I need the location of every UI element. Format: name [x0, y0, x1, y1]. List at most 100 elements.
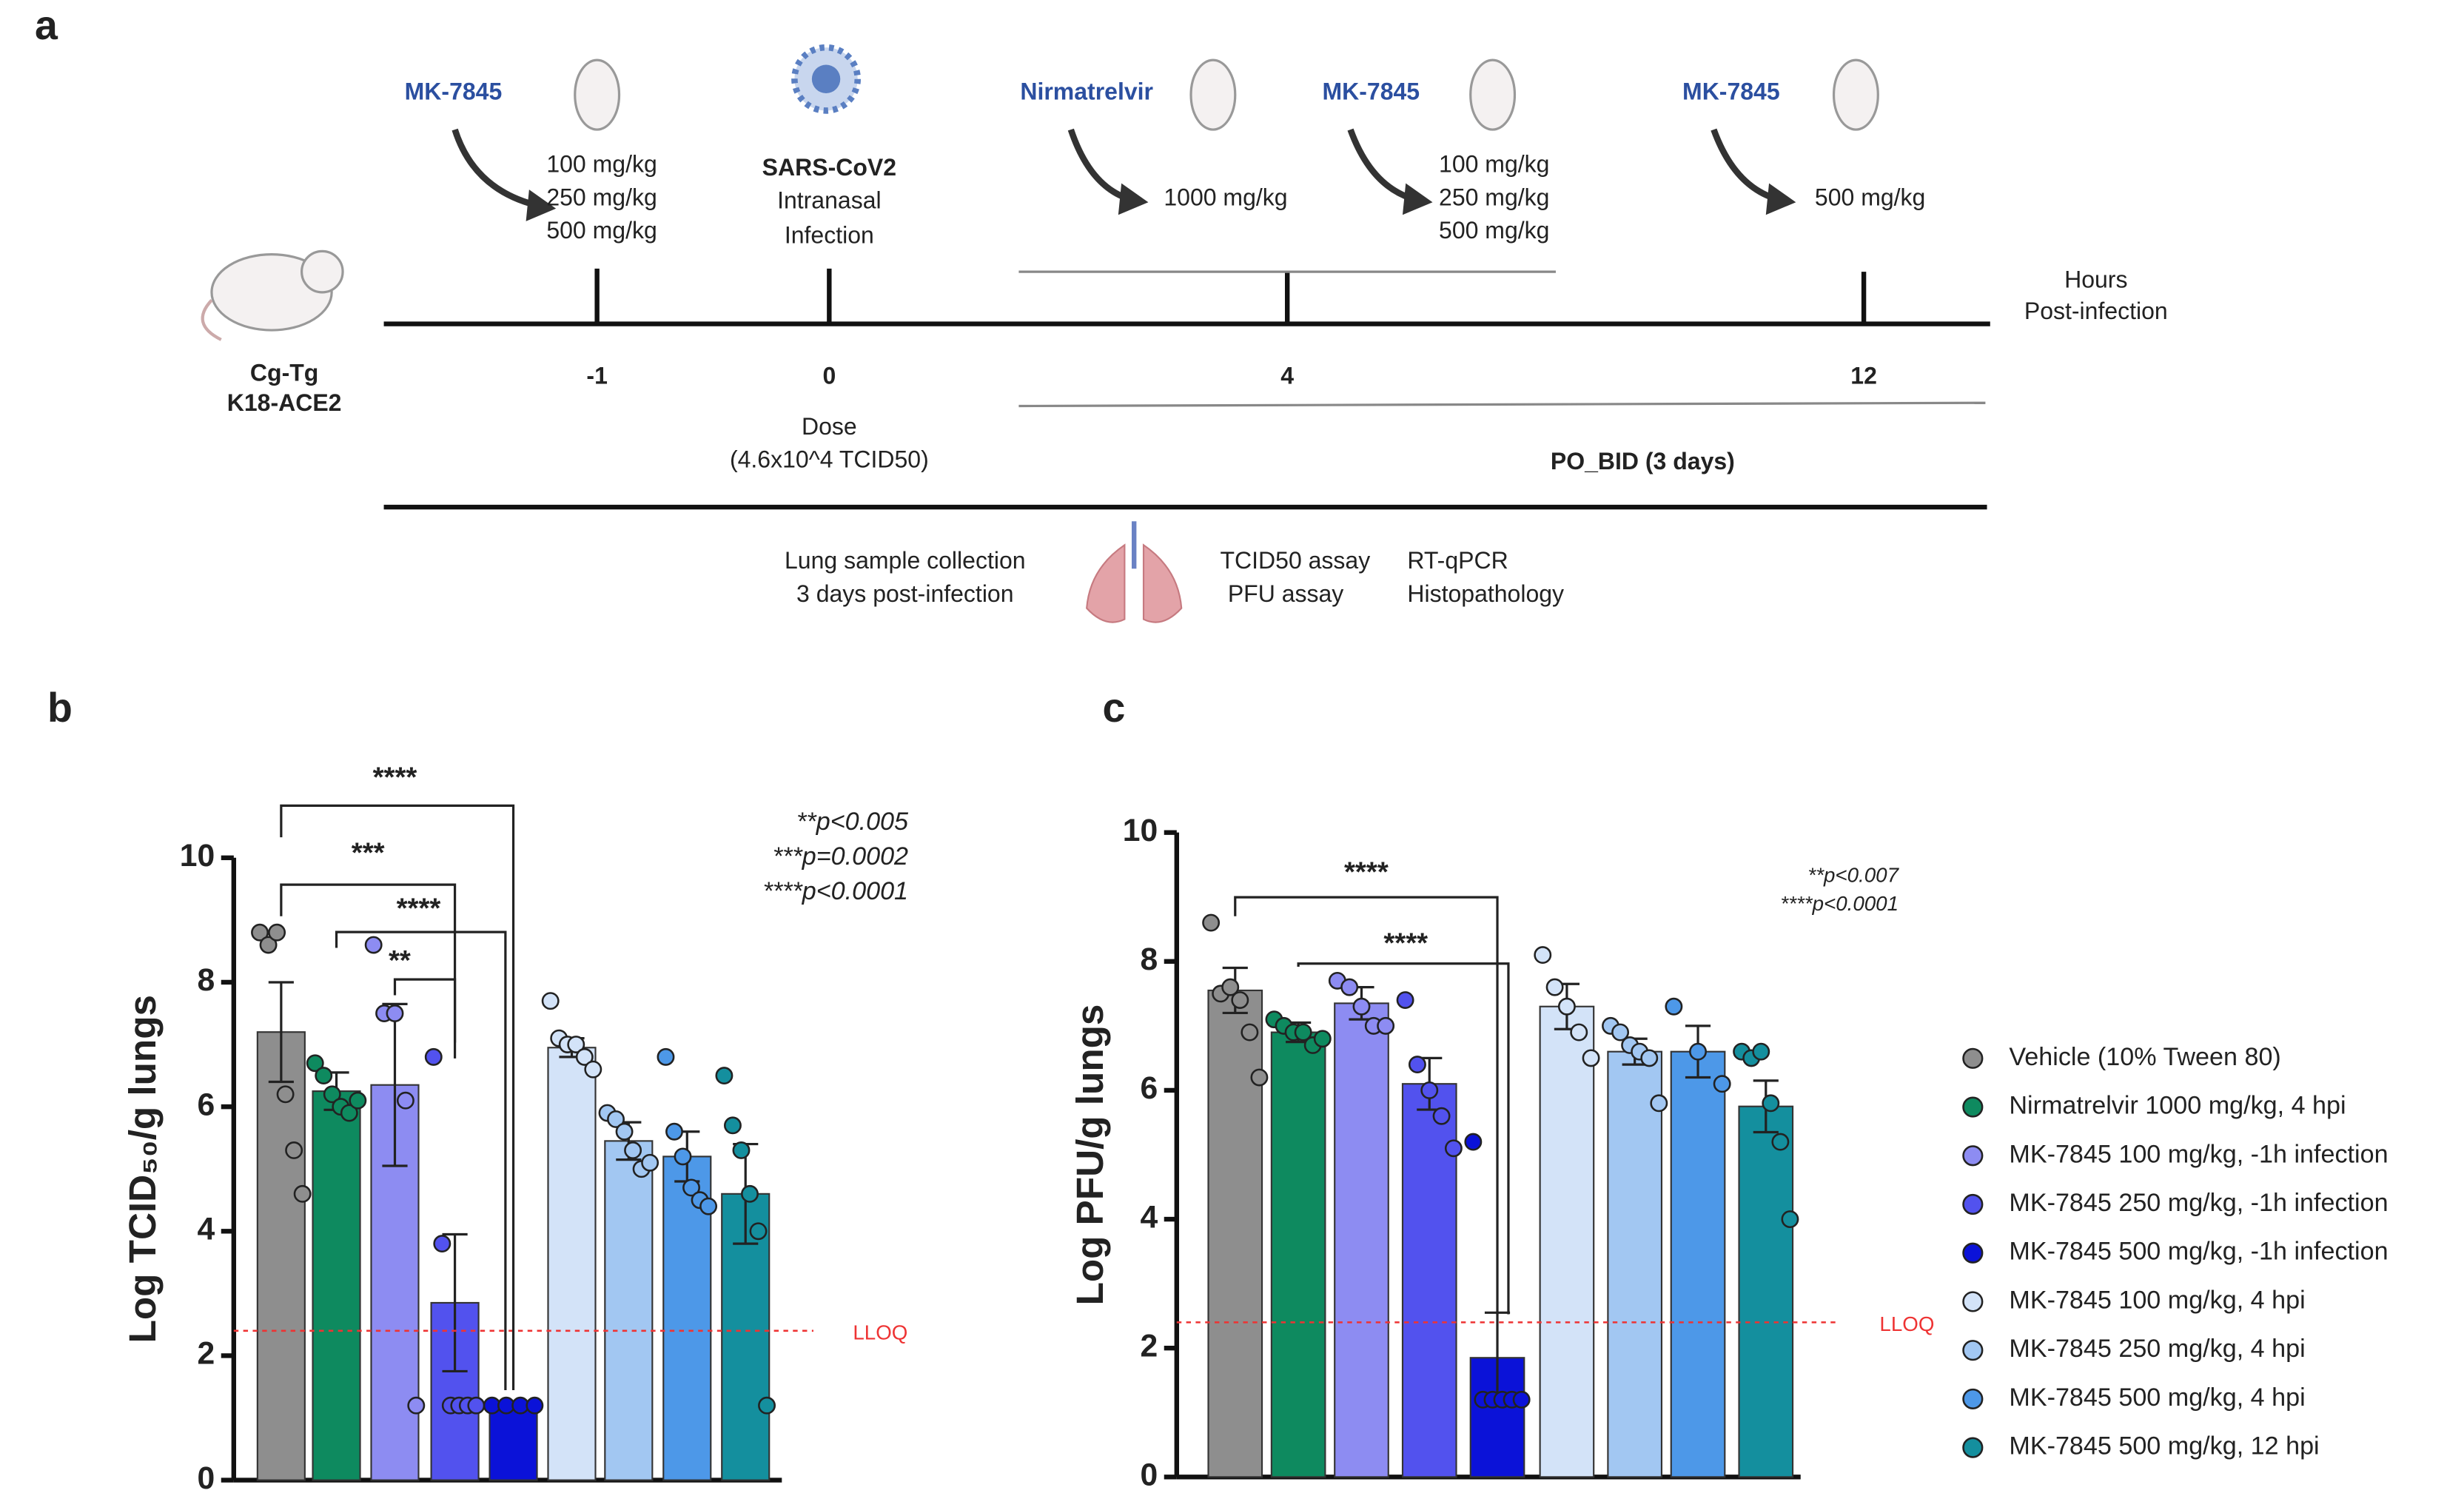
dose: 500 mg/kg [546, 217, 657, 244]
y-axis-label: Log TCID₅₀/g lungs [121, 995, 164, 1343]
panel-label: b [47, 685, 73, 731]
significance-bracket [1234, 896, 1499, 1315]
significance: **** [373, 761, 417, 793]
dose: 250 mg/kg [1439, 184, 1549, 210]
data-point [1377, 1016, 1395, 1035]
y-tick-label: 0 [1140, 1458, 1158, 1493]
data-point [1611, 1023, 1630, 1042]
legend-label: MK-7845 250 mg/kg, 4 hpi [2009, 1335, 2305, 1363]
data-point [424, 1047, 443, 1066]
bar [1207, 989, 1263, 1478]
virus: Infection [785, 222, 874, 249]
assay: PFU assay [1228, 580, 1343, 607]
panel-label: c [1103, 685, 1126, 731]
drug: MK-7845 [1682, 78, 1780, 104]
timepoint: -1 [586, 363, 607, 389]
drug: MK-7845 [405, 78, 503, 104]
timepoint: 4 [1280, 363, 1294, 389]
data-point [1313, 1030, 1332, 1048]
data-point [1640, 1049, 1659, 1067]
data-point [1762, 1094, 1780, 1113]
dose: 100 mg/kg [1439, 151, 1549, 178]
data-point [674, 1147, 692, 1166]
y-tick-label: 8 [197, 962, 215, 998]
dose: 500 mg/kg [1439, 217, 1549, 244]
data-point [682, 1178, 700, 1197]
data-point [741, 1184, 759, 1203]
data-point [1202, 913, 1221, 932]
data-point [641, 1153, 659, 1172]
axis-label: Post-infection [2024, 298, 2168, 324]
legend-label: Nirmatrelvir 1000 mg/kg, 4 hpi [2009, 1092, 2346, 1120]
data-point [251, 923, 269, 942]
data-point [607, 1110, 625, 1128]
data-point [396, 1091, 414, 1110]
y-tick-label: 10 [180, 838, 215, 873]
data-point [1752, 1042, 1770, 1061]
significance: **** [397, 892, 441, 924]
legend-label: MK-7845 500 mg/kg, 12 hpi [2009, 1432, 2319, 1460]
data-point [1781, 1210, 1799, 1229]
mouse-tail [201, 299, 222, 341]
data-point [1420, 1081, 1439, 1099]
y-axis-label: Log PFU/g lungs [1069, 1004, 1111, 1306]
timepoint: 12 [1850, 363, 1877, 389]
bar [1670, 1050, 1726, 1478]
assay: RT-qPCR [1407, 547, 1508, 574]
data-point [1231, 991, 1249, 1009]
data-point [349, 1091, 367, 1110]
significance-bracket [280, 883, 457, 1059]
data-point [1250, 1068, 1269, 1087]
panel-label: a [35, 2, 58, 48]
bar [1270, 1031, 1326, 1478]
dose-info: (4.6x10^4 TCID50) [730, 446, 929, 473]
data-point [1582, 1049, 1600, 1067]
mouse-strain: K18-ACE2 [227, 389, 342, 416]
dose-info: Dose [802, 413, 857, 440]
data-point [732, 1141, 751, 1159]
data-point [433, 1235, 451, 1253]
legend-marker [1962, 1437, 1984, 1458]
data-point [364, 936, 383, 954]
p-value: **p<0.005 [796, 808, 909, 836]
drug: MK-7845 [1322, 78, 1420, 104]
y-tick-label: 4 [1140, 1199, 1158, 1235]
data-point [584, 1060, 602, 1079]
data-point [1396, 991, 1414, 1009]
data-point [1408, 1056, 1426, 1074]
divider [1018, 401, 1986, 408]
legend-marker [1962, 1096, 1984, 1118]
legend-label: MK-7845 500 mg/kg, -1h infection [2009, 1238, 2388, 1266]
collection: Lung sample collection [785, 547, 1026, 574]
legend-marker [1962, 1193, 1984, 1215]
y-tick-label: 4 [197, 1212, 215, 1247]
collection: 3 days post-infection [796, 580, 1014, 607]
lloq-label: LLOQ [1879, 1312, 1934, 1335]
data-point [1771, 1133, 1790, 1151]
dose: 250 mg/kg [546, 184, 657, 210]
lung-icon [1086, 543, 1183, 623]
data-point [575, 1047, 594, 1066]
bar [1334, 1002, 1389, 1478]
data-point [1241, 1023, 1259, 1042]
bar [604, 1140, 654, 1481]
legend-label: MK-7845 250 mg/kg, -1h infection [2009, 1189, 2388, 1217]
y-tick-label: 6 [1140, 1070, 1158, 1106]
bar [312, 1090, 361, 1481]
data-point [1665, 997, 1683, 1016]
legend-label: MK-7845 100 mg/kg, -1h infection [2009, 1140, 2388, 1168]
bar [1738, 1105, 1794, 1478]
mouse-icons [210, 58, 1879, 332]
data-point [407, 1396, 426, 1415]
significance: **** [1344, 856, 1389, 888]
data-point [657, 1047, 675, 1066]
data-point [306, 1054, 324, 1073]
data-point [315, 1067, 333, 1085]
data-point [567, 1036, 585, 1053]
virus: Intranasal [777, 187, 882, 214]
data-point [1512, 1390, 1531, 1409]
significance: **** [1383, 927, 1428, 959]
data-point [1557, 997, 1576, 1016]
legend-label: MK-7845 100 mg/kg, 4 hpi [2009, 1286, 2305, 1314]
